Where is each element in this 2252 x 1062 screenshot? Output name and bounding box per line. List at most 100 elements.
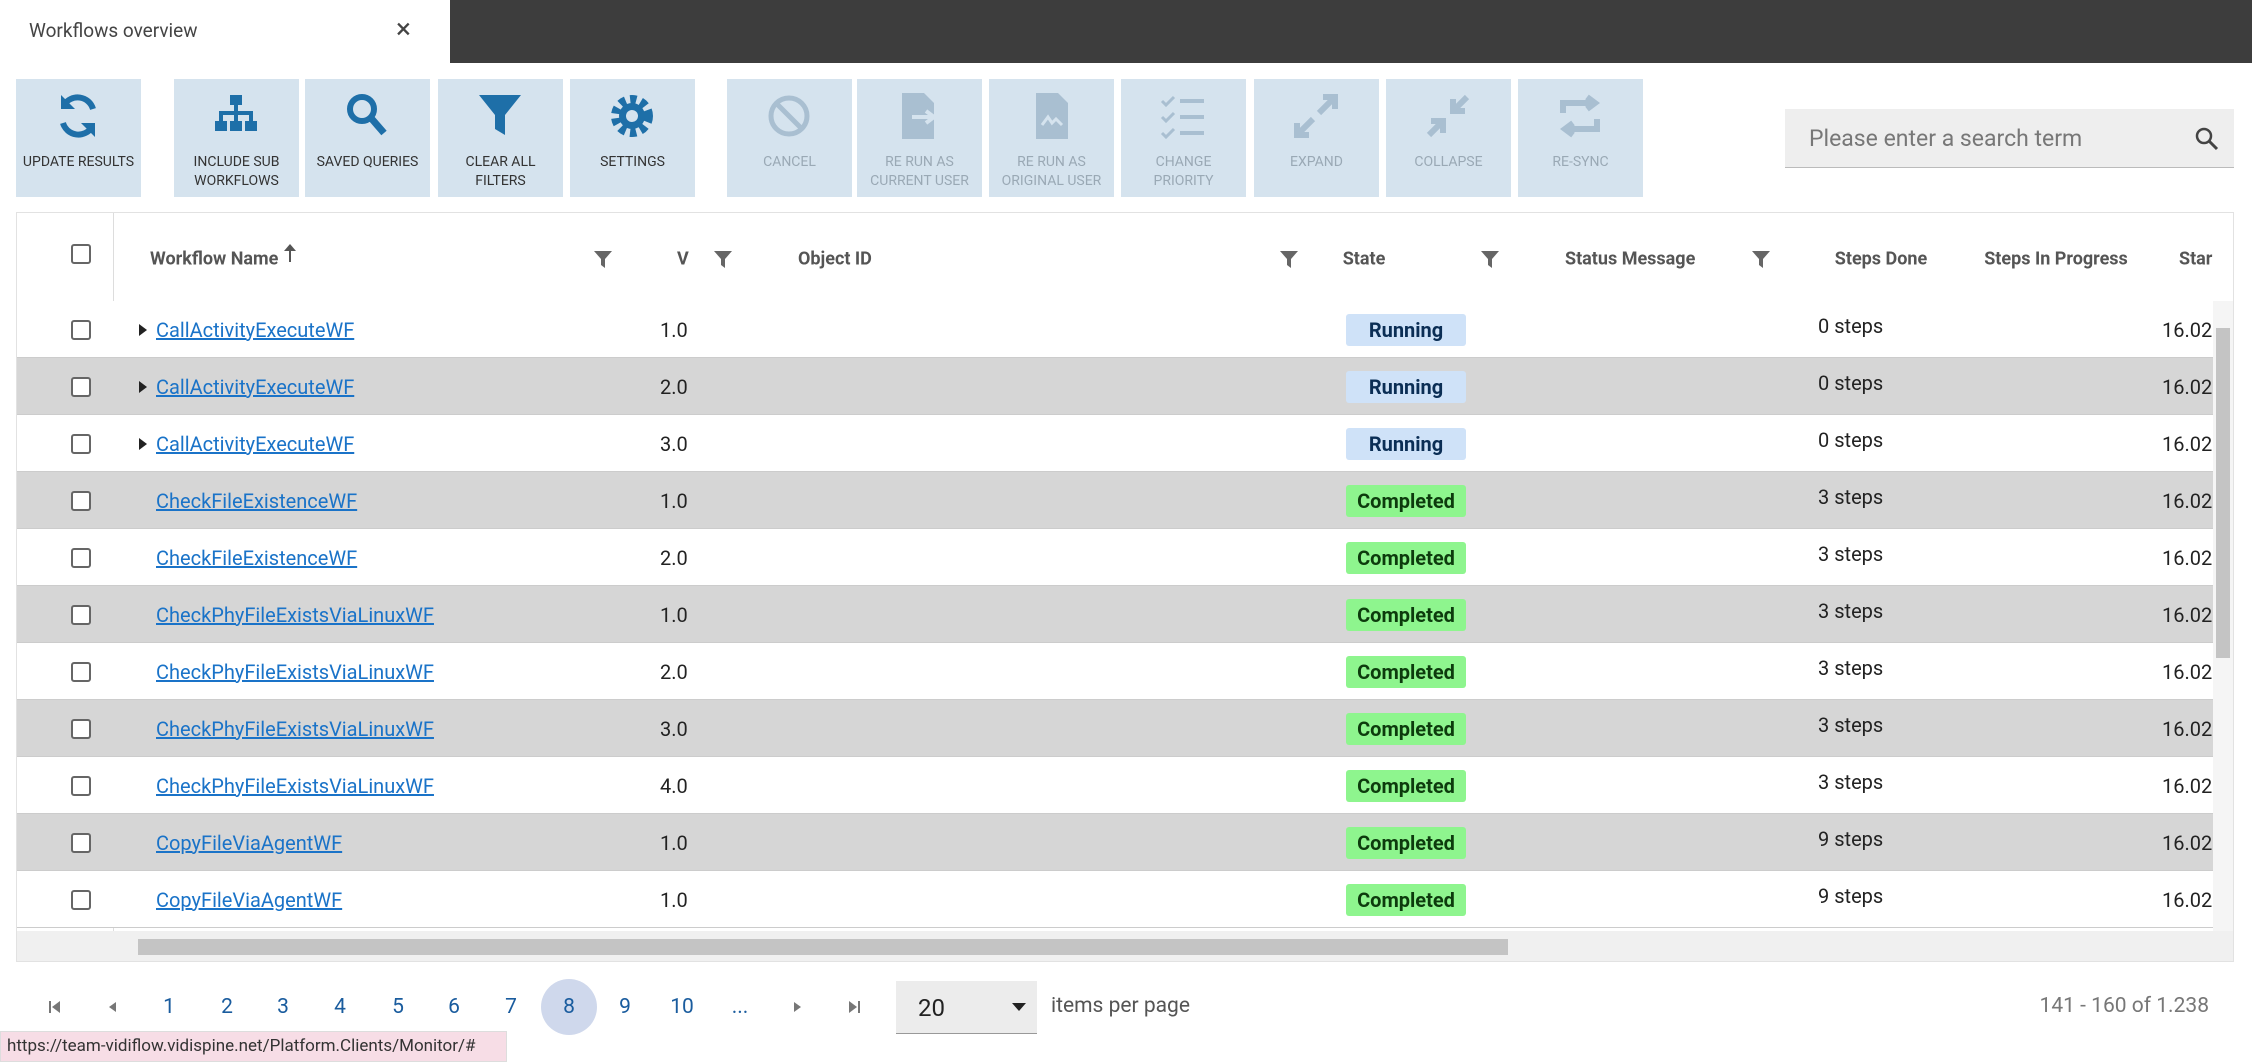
page-number[interactable]: 5 (392, 995, 404, 1019)
page-number[interactable]: 4 (334, 995, 346, 1019)
row-checkbox[interactable] (71, 661, 91, 682)
filter-icon[interactable] (1751, 249, 1771, 273)
icon (1560, 94, 1600, 138)
toolbar-button[interactable]: SAVED QUERIES (305, 79, 430, 197)
state-badge: Running (1346, 370, 1466, 403)
toolbar-button[interactable]: INCLUDE SUB WORKFLOWS (174, 79, 299, 197)
state-badge: Completed (1346, 883, 1466, 916)
page-number[interactable]: 9 (619, 995, 631, 1019)
workflow-link[interactable]: CheckPhyFileExistsViaLinuxWF (156, 716, 434, 741)
version: 1.0 (660, 317, 688, 342)
steps: 3 steps (1818, 541, 1884, 566)
button-label: CHANGE PRIORITY (1153, 154, 1214, 189)
row-checkbox[interactable] (71, 832, 91, 853)
workflow-link[interactable]: CallActivityExecuteWF (156, 431, 355, 456)
page-number[interactable]: 10 (670, 995, 694, 1019)
first-page[interactable] (46, 997, 66, 1021)
workflow-link[interactable]: CallActivityExecuteWF (156, 374, 355, 399)
workflow-link[interactable]: CallActivityExecuteWF (156, 317, 355, 342)
workflow-link[interactable]: CheckFileExistenceWF (156, 488, 358, 513)
row-checkbox[interactable] (71, 775, 91, 796)
filter-icon[interactable] (593, 249, 613, 273)
start: 16.02 (2162, 773, 2213, 798)
table-row (17, 472, 2233, 529)
h-scroll-thumb[interactable] (138, 939, 1508, 955)
button-label: CLEAR ALL FILTERS (465, 154, 536, 189)
page-number[interactable]: 7 (505, 995, 517, 1019)
table-row (17, 586, 2233, 643)
workflow-link[interactable]: CheckFileExistenceWF (156, 545, 358, 570)
page-number[interactable]: 1 (163, 995, 175, 1019)
icon (1160, 95, 1204, 140)
next-page[interactable] (787, 997, 807, 1021)
button-label: INCLUDE SUB WORKFLOWS (193, 154, 280, 189)
row-checkbox[interactable] (71, 604, 91, 625)
table-row (17, 814, 2233, 871)
prev-page[interactable] (103, 997, 123, 1021)
expand-arrow[interactable] (139, 323, 147, 336)
expand-arrow[interactable] (139, 380, 147, 393)
v-scroll-thumb[interactable] (2216, 328, 2230, 658)
tab[interactable]: Workflows overview × (0, 0, 450, 63)
page-number[interactable]: 2 (221, 995, 233, 1019)
page-number[interactable]: 3 (277, 995, 289, 1019)
workflow-link[interactable]: CopyFileViaAgentWF (156, 830, 343, 855)
workflow-link[interactable]: CopyFileViaAgentWF (156, 887, 343, 912)
table: Workflow Name V Object ID State Status Messa… (16, 212, 2234, 962)
version: 3.0 (660, 431, 688, 456)
start: 16.02 (2162, 830, 2213, 855)
version: 4.0 (660, 773, 688, 798)
start: 16.02 (2162, 317, 2213, 342)
row-checkbox[interactable] (71, 490, 91, 511)
page-size-select[interactable]: 20 (896, 981, 1037, 1034)
toolbar-button[interactable]: UPDATE RESULTS (16, 79, 141, 197)
row-checkbox[interactable] (71, 433, 91, 454)
steps: 0 steps (1818, 370, 1884, 395)
row-checkbox[interactable] (71, 718, 91, 739)
filter-icon[interactable] (713, 249, 733, 273)
search-box[interactable]: Please enter a search term (1785, 109, 2234, 168)
start: 16.02 (2162, 431, 2213, 456)
nav-icon (849, 1001, 860, 1013)
page-number[interactable]: 6 (448, 995, 460, 1019)
button-label: COLLAPSE (1414, 154, 1483, 170)
workflow-link[interactable]: CheckPhyFileExistsViaLinuxWF (156, 659, 434, 684)
filter-icon[interactable] (1279, 249, 1299, 273)
version: 2.0 (660, 545, 688, 570)
dropdown-arrow (1012, 1003, 1026, 1011)
icon (611, 95, 653, 137)
toolbar-button[interactable]: CLEAR ALL FILTERS (438, 79, 563, 197)
table-row (17, 757, 2233, 814)
button-label: RE-SYNC (1552, 154, 1609, 170)
toolbar-button[interactable]: SETTINGS (570, 79, 695, 197)
state-badge: Completed (1346, 769, 1466, 802)
workflow-link[interactable]: CheckPhyFileExistsViaLinuxWF (156, 602, 434, 627)
page-number[interactable]: 8 (563, 995, 575, 1019)
filter-icon[interactable] (1480, 249, 1500, 273)
start: 16.02 (2162, 602, 2213, 627)
row-checkbox[interactable] (71, 547, 91, 568)
select-all-checkbox[interactable] (71, 244, 91, 264)
column-header: State (1342, 248, 1386, 270)
column-header[interactable]: Workflow Name (150, 248, 279, 270)
expand-arrow[interactable] (139, 437, 147, 450)
state-badge: Running (1346, 427, 1466, 460)
page-size-value: 20 (918, 994, 945, 1022)
tab-close[interactable]: × (396, 12, 411, 45)
toolbar-button: EXPAND (1254, 79, 1379, 197)
icon (215, 95, 257, 131)
funnel (1752, 251, 1770, 268)
funnel (594, 251, 612, 268)
table-row (17, 529, 2233, 586)
version: 1.0 (660, 830, 688, 855)
steps: 3 steps (1818, 598, 1884, 623)
steps: 3 steps (1818, 712, 1884, 737)
row-checkbox[interactable] (71, 889, 91, 910)
workflow-link[interactable]: CheckPhyFileExistsViaLinuxWF (156, 773, 434, 798)
row-checkbox[interactable] (71, 376, 91, 397)
page-number[interactable]: ... (731, 995, 749, 1019)
row-checkbox[interactable] (71, 319, 91, 340)
search-icon[interactable] (2195, 127, 2219, 151)
last-page[interactable] (843, 997, 863, 1021)
